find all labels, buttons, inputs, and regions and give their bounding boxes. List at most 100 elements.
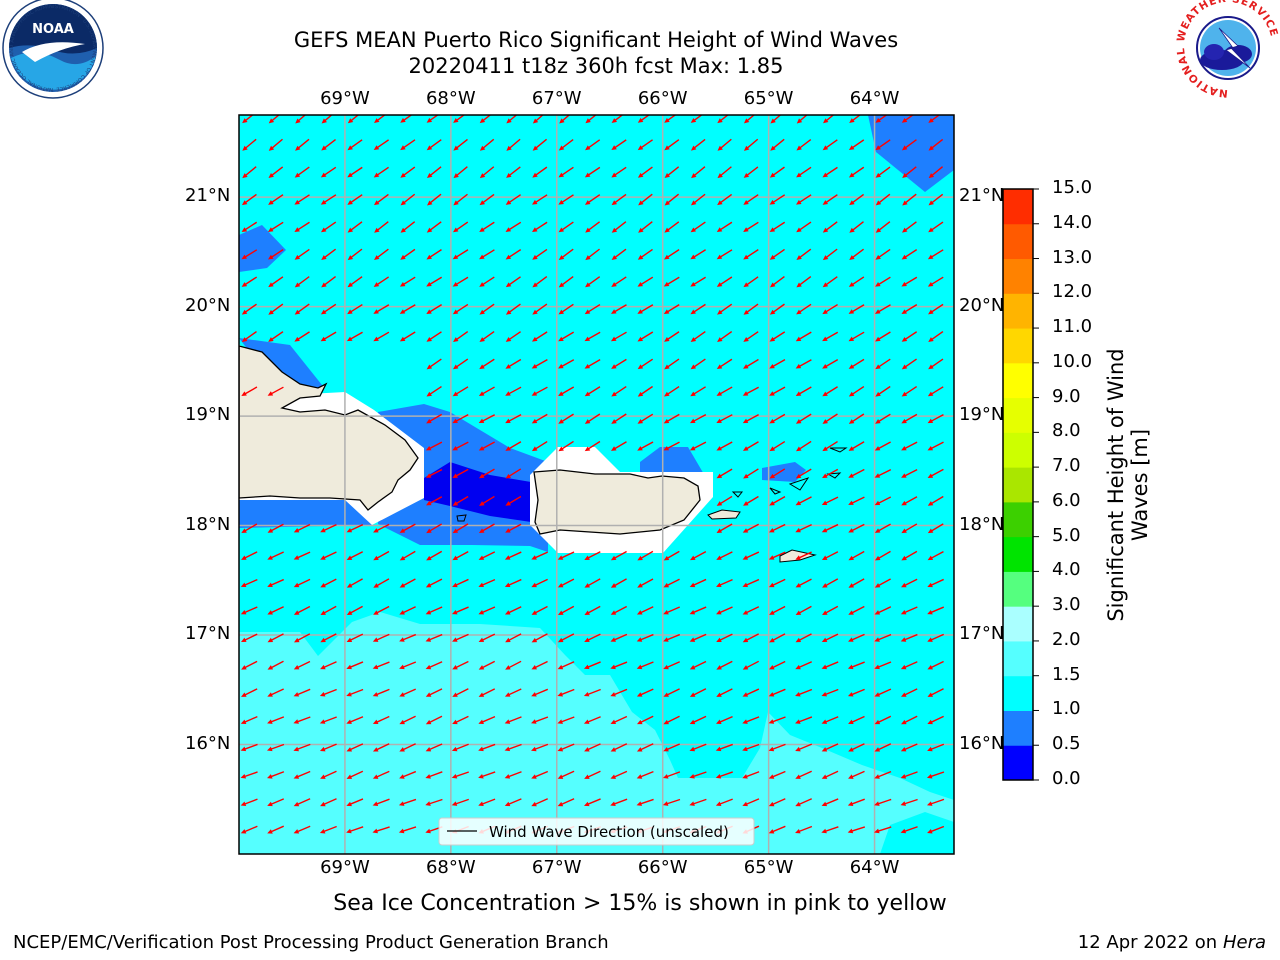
- wave-arrow: [398, 798, 417, 806]
- wave-arrow: [504, 798, 522, 807]
- wave-arrow: [822, 194, 838, 205]
- wave-arrow: [743, 166, 759, 178]
- wave-arrow: [822, 359, 839, 369]
- wave-arrow: [611, 385, 627, 397]
- wave-arrow: [610, 550, 627, 561]
- wave-arrow: [900, 661, 918, 670]
- wave-arrow: [822, 139, 838, 151]
- wave-arrow: [399, 661, 417, 670]
- wave-arrow: [902, 193, 917, 206]
- wave-arrow: [689, 633, 707, 642]
- wave-arrow: [505, 495, 522, 506]
- wave-arrow: [848, 413, 865, 424]
- wave-arrow: [267, 716, 285, 724]
- wave-arrow: [241, 330, 257, 343]
- wave-arrow: [346, 578, 363, 588]
- wave-arrow: [346, 826, 364, 834]
- wave-arrow: [663, 550, 680, 561]
- wave-arrow: [637, 413, 654, 424]
- wave-arrow: [267, 798, 285, 807]
- colorbar-tick-label: 8.0: [1052, 420, 1081, 442]
- wave-arrow: [847, 798, 865, 806]
- wave-arrow: [319, 825, 337, 834]
- wave-arrow: [717, 330, 733, 343]
- wave-arrow: [346, 743, 364, 752]
- wave-arrow: [742, 523, 759, 533]
- wave-arrow: [373, 578, 390, 588]
- wave-arrow: [347, 276, 363, 288]
- wave-arrow: [637, 166, 653, 178]
- wave-arrow: [267, 771, 285, 779]
- wave-arrow: [531, 551, 548, 560]
- wave-arrow: [637, 550, 654, 561]
- wave-arrow: [795, 688, 813, 697]
- wave-arrow: [320, 331, 337, 342]
- wave-arrow: [689, 688, 707, 697]
- wave-arrow: [663, 413, 680, 424]
- wave-arrow: [584, 331, 601, 342]
- wave-arrow: [267, 386, 284, 396]
- wave-arrow: [611, 166, 627, 178]
- lon-label-top: 66°W: [637, 88, 688, 109]
- wave-arrow: [532, 248, 548, 260]
- wave-arrow: [320, 633, 337, 643]
- wave-arrow: [664, 331, 680, 342]
- wave-arrow: [664, 386, 680, 397]
- wave-arrow: [769, 248, 785, 260]
- wave-arrow: [267, 688, 284, 697]
- wave-arrow: [505, 660, 522, 670]
- wave-arrow: [875, 276, 891, 287]
- wave-arrow: [715, 743, 733, 752]
- wave-arrow: [399, 743, 416, 752]
- wave-arrow: [346, 798, 364, 807]
- wave-arrow: [557, 743, 575, 752]
- wave-arrow: [795, 633, 812, 643]
- colorbar-tick-label: 13.0: [1052, 246, 1093, 268]
- wave-arrow: [532, 166, 548, 178]
- wave-arrow: [769, 660, 786, 670]
- wave-arrow: [479, 221, 495, 233]
- wave-arrow: [874, 469, 892, 478]
- wave-arrow: [267, 825, 285, 834]
- wave-arrow: [663, 441, 680, 451]
- wave-arrow: [478, 688, 496, 697]
- wave-arrow: [320, 605, 337, 616]
- wave-arrow: [848, 385, 865, 397]
- wave-arrow: [346, 523, 364, 533]
- wave-arrow: [452, 413, 469, 424]
- wave-arrow: [400, 166, 416, 178]
- wave-arrow: [664, 115, 677, 123]
- wave-arrow: [453, 115, 466, 123]
- colorbar-segment-1.5-2: [1003, 640, 1033, 677]
- wave-arrow: [927, 550, 944, 561]
- wave-arrow: [558, 138, 574, 151]
- colorbar-segment-11-12: [1003, 293, 1033, 329]
- colorbar: [1003, 189, 1033, 781]
- wave-arrow: [531, 688, 549, 697]
- wave-arrow: [848, 358, 865, 369]
- lon-label-top: 65°W: [743, 88, 794, 109]
- wave-arrow: [611, 413, 627, 424]
- wave-arrow: [663, 276, 680, 287]
- wave-arrow: [637, 276, 654, 287]
- wave-arrow: [663, 771, 681, 779]
- wave-arrow: [319, 743, 337, 752]
- wave-arrow: [478, 414, 496, 424]
- wave-arrow: [874, 770, 892, 779]
- wave-arrow: [452, 221, 469, 233]
- wave-arrow: [611, 139, 627, 151]
- wave-arrow: [742, 660, 760, 670]
- wave-arrow: [742, 688, 760, 697]
- island-culebra: [731, 447, 848, 498]
- wave-arrow: [372, 743, 390, 752]
- wave-arrow: [399, 276, 416, 287]
- wave-arrow: [584, 194, 601, 205]
- wave-arrow: [584, 743, 601, 752]
- colorbar-tick-label: 1.5: [1052, 663, 1081, 685]
- wave-arrow: [716, 606, 733, 615]
- wave-arrow: [584, 303, 601, 315]
- wave-field-0.5-1-ne: [868, 115, 954, 192]
- wave-arrow: [426, 550, 443, 561]
- wave-arrow: [558, 605, 575, 616]
- wave-arrow: [585, 276, 601, 288]
